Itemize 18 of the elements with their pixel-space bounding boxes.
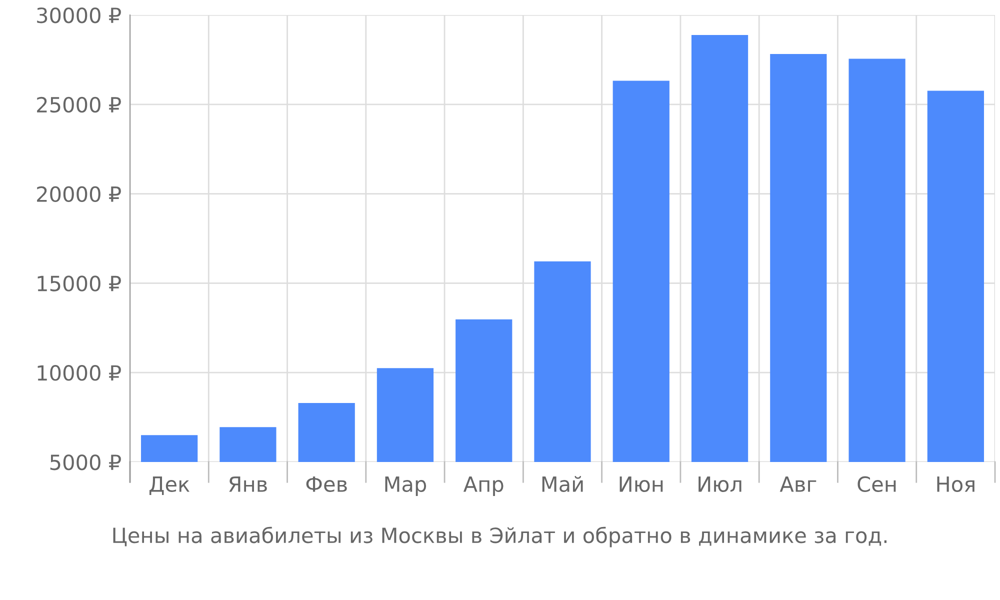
x-tick-label: Сен	[858, 476, 896, 492]
y-tick-label: 30000 ₽	[37, 7, 121, 24]
x-tick-label: Фев	[306, 476, 347, 492]
x-tick-label: Янв	[229, 476, 267, 492]
x-tick-label: Июл	[698, 476, 742, 492]
x-tick-label: Апр	[463, 476, 504, 496]
x-tick-label: Мар	[385, 476, 426, 496]
x-tick-label: Авг	[780, 476, 816, 492]
x-tick-label: Ноя	[937, 476, 974, 492]
y-tick-label: 10000 ₽	[38, 365, 121, 381]
x-tick-label: Июн	[620, 476, 663, 492]
x-tick-label: Дек	[150, 476, 190, 495]
y-tick-label: 5000 ₽	[50, 454, 121, 470]
y-tick-label: 25000 ₽	[37, 96, 121, 113]
text: Цены на авиабилеты из Москвы в Эйлат и обратно в динамике за год.	[113, 526, 887, 548]
y-tick-label: 15000 ₽	[38, 276, 121, 292]
y-tick-label: 20000 ₽	[37, 186, 121, 202]
x-tick-label: Май	[542, 476, 583, 492]
